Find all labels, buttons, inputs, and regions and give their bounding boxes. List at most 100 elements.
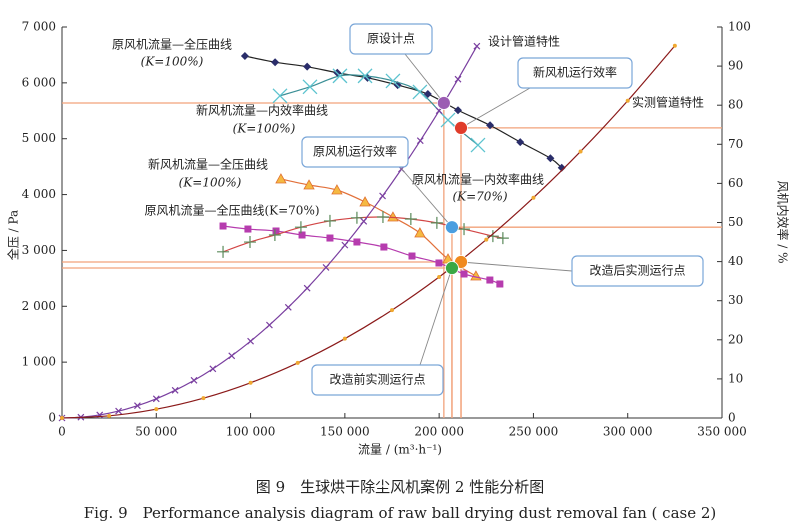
callout-label: 新风机运行效率	[533, 65, 617, 80]
series-label-line2: (K=100%)	[179, 176, 242, 190]
marker	[360, 217, 368, 225]
marker	[115, 407, 122, 415]
marker	[430, 216, 443, 229]
callout-box	[311, 364, 444, 396]
marker	[294, 221, 307, 234]
marker	[331, 184, 343, 195]
callout-box	[571, 255, 704, 287]
marker	[271, 58, 280, 67]
y2-tick-label: 40	[728, 254, 743, 268]
x-tick-label: 300 000	[603, 425, 653, 439]
marker	[244, 236, 257, 249]
marker	[516, 138, 525, 147]
y-axis-label: 全压 / Pa	[6, 210, 21, 260]
callout-label: 原设计点	[367, 32, 415, 46]
marker	[244, 225, 252, 233]
marker	[171, 386, 179, 394]
marker	[435, 259, 443, 267]
marker	[531, 195, 536, 200]
x-tick-label: 350 000	[697, 425, 747, 439]
marker	[437, 275, 442, 280]
marker	[412, 84, 428, 100]
marker	[440, 112, 456, 128]
y-tick-label: 1 000	[22, 355, 56, 369]
callout-line	[399, 166, 453, 228]
marker	[266, 321, 273, 329]
y-tick-label: 2 000	[22, 299, 56, 313]
series-label: 设计管道特性	[488, 34, 560, 49]
series-label-line2: (K=100%)	[141, 55, 204, 69]
marker	[303, 284, 311, 292]
x-tick-label: 200 000	[414, 425, 464, 439]
y2-axis-label: 风机内效率 / %	[776, 180, 791, 263]
marker	[379, 192, 386, 200]
y-tick-label: 6 000	[22, 75, 56, 89]
series-label: 新风机流量—内效率曲线	[196, 103, 328, 118]
marker	[60, 416, 64, 420]
operating-point	[445, 261, 459, 275]
marker	[578, 149, 583, 154]
marker	[357, 68, 373, 84]
marker	[404, 212, 417, 225]
x-tick-label: 150 000	[320, 425, 370, 439]
marker	[228, 352, 236, 360]
y2-tick-label: 90	[728, 59, 743, 73]
x-tick-label: 50 000	[135, 425, 177, 439]
marker	[486, 121, 495, 130]
y-tick-label: 3 000	[22, 243, 56, 257]
marker	[460, 270, 468, 278]
y2-tick-label: 80	[728, 98, 743, 112]
y-tick-label: 4 000	[22, 187, 56, 201]
series-label: 原风机流量—全压曲线	[112, 37, 232, 52]
x-tick-label: 250 000	[509, 425, 559, 439]
marker	[284, 303, 292, 311]
marker	[332, 68, 348, 84]
marker	[625, 98, 630, 103]
marker	[414, 227, 426, 238]
marker	[248, 380, 253, 385]
marker	[350, 211, 363, 224]
y2-tick-label: 70	[728, 137, 743, 151]
marker	[240, 52, 249, 61]
marker	[303, 179, 315, 190]
operating-point	[445, 220, 459, 235]
series-label: 实测管道特性	[632, 95, 704, 110]
series-line	[61, 45, 478, 419]
marker	[275, 173, 287, 184]
chart-title: 图 9 生球烘干除尘风机案例 2 性能分析图	[256, 478, 544, 496]
series-label: 原风机流量—全压曲线(K=70%)	[144, 203, 319, 218]
y-tick-label: 7 000	[22, 20, 56, 34]
marker	[470, 270, 482, 281]
marker	[353, 238, 361, 246]
marker	[134, 402, 141, 410]
marker	[268, 229, 281, 242]
marker	[486, 230, 499, 243]
marker	[376, 211, 389, 224]
marker	[152, 395, 160, 403]
y2-tick-label: 30	[728, 293, 743, 307]
callout-label: 原风机运行效率	[313, 144, 397, 159]
series-line	[222, 225, 501, 285]
marker	[454, 106, 462, 115]
x-tick-label: 100 000	[226, 425, 276, 439]
y2-tick-label: 0	[728, 411, 736, 425]
chart-subtitle: Fig. 9 Performance analysis diagram of r…	[84, 504, 717, 522]
series-line	[61, 45, 676, 419]
y2-tick-label: 50	[728, 215, 743, 229]
marker	[272, 227, 280, 235]
marker	[107, 413, 112, 418]
callout-label: 改造前实测运行点	[329, 372, 425, 387]
marker	[298, 231, 306, 239]
marker	[470, 137, 486, 153]
marker	[473, 42, 481, 50]
marker	[154, 407, 159, 412]
marker	[190, 376, 198, 384]
marker	[486, 276, 494, 284]
marker	[387, 211, 399, 222]
series-label: 新风机流量—全压曲线	[148, 157, 268, 172]
callout-line	[404, 53, 445, 104]
marker	[219, 222, 227, 230]
marker	[672, 43, 677, 48]
y-tick-label: 5 000	[22, 131, 56, 145]
marker	[341, 241, 349, 249]
